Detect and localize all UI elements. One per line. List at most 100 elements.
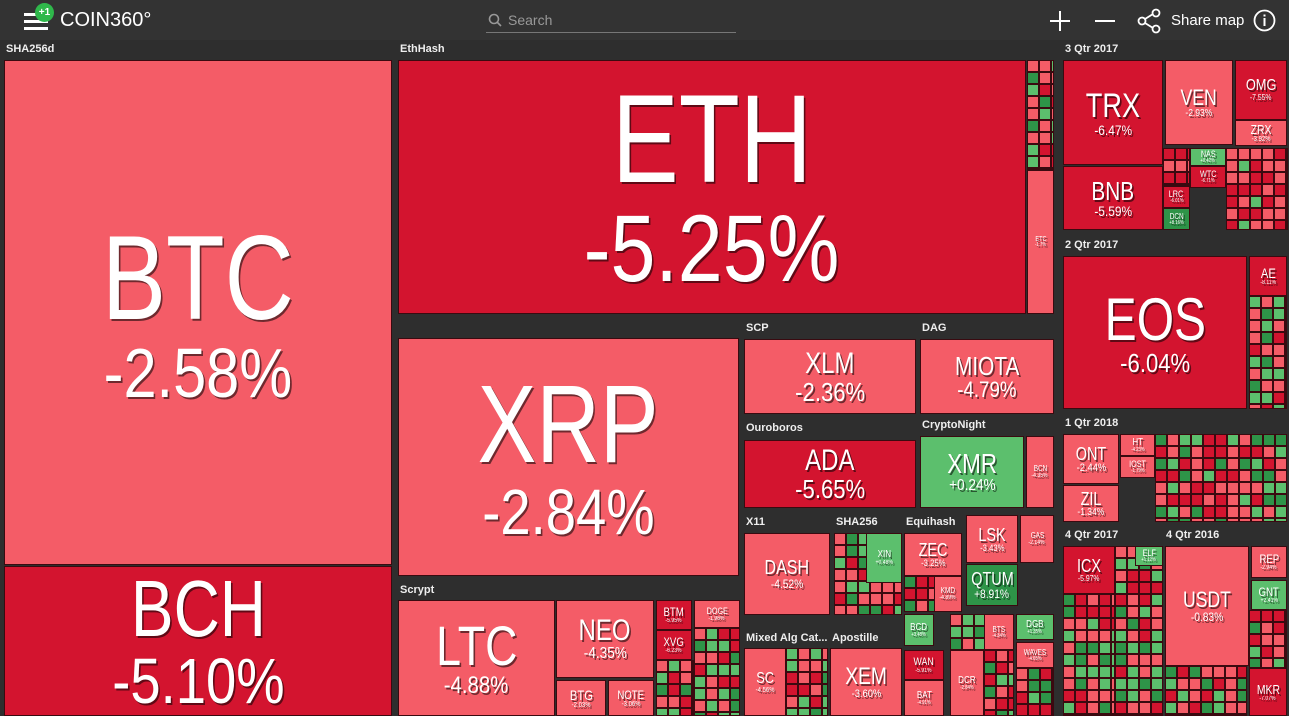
minor-tile [1263,482,1275,494]
coin-symbol: ICX [1076,556,1101,576]
minor-tile [786,684,798,696]
coin-tile[interactable]: XMR +0.24% [920,436,1024,508]
coin-tile[interactable]: BTS -4.34% [984,614,1014,650]
coin-tile[interactable]: ICX -5.97% [1063,546,1115,594]
coin-tile[interactable]: XLM -2.36% [744,339,916,414]
coin-tile[interactable]: ONT -2.44% [1063,434,1119,484]
coin-symbol: WTC [1199,169,1217,179]
minor-tile [1249,380,1261,392]
coin-tile[interactable]: GNT +2.41% [1251,580,1287,610]
minor-tile [1263,470,1275,482]
minor-tile [1227,506,1239,518]
coin-tile[interactable]: LRC -6.01% [1163,186,1190,208]
coin-tile[interactable]: DOGE -1.96% [694,600,740,628]
minor-tile [798,684,810,696]
coin-tile[interactable]: NAS +0.42% [1190,148,1226,166]
coin-tile[interactable]: BNB -5.59% [1063,166,1163,230]
coin-tile[interactable]: TRX -6.47% [1063,60,1163,165]
minor-tile [1250,184,1262,196]
coin-tile[interactable]: VEN -2.93% [1165,60,1233,145]
coin-change: -1.96% [708,615,726,622]
coin-tile[interactable]: WAN -5.91% [904,650,944,680]
group-label: Scrypt [400,584,435,596]
coin-tile[interactable]: AE -8.11% [1249,256,1287,296]
minor-tile [1163,172,1175,184]
coin-tile[interactable]: WAVES -4.65% [1016,642,1054,668]
logo[interactable]: COIN360° [60,9,152,31]
coin-tile[interactable]: NOTE -3.06% [608,680,654,716]
coin-tile[interactable]: DCN +8.16% [1163,208,1190,230]
search-box[interactable]: Search [486,8,736,33]
coin-tile[interactable]: HT -4.23% [1120,434,1155,456]
minor-tile [706,640,718,652]
minor-tile [1179,434,1191,446]
share-map[interactable]: Share map [1171,12,1245,29]
coin-tile[interactable]: ETH -5.25% [398,60,1026,314]
coin-tile[interactable]: XRP -2.84% [398,338,739,576]
coin-tile[interactable]: DCR -2.84% [950,650,984,716]
coin-tile[interactable]: ADA -5.65% [744,440,916,508]
share-icon[interactable] [1136,8,1162,34]
coin-tile[interactable]: BAT -4.91% [904,680,944,716]
zoom-out[interactable] [1093,9,1117,33]
minor-tile [1052,680,1054,692]
info-icon[interactable] [1253,9,1276,32]
coin-tile[interactable]: KMD -4.89% [934,576,962,612]
coin-tile[interactable]: BTC -2.58% [4,60,392,565]
coin-tile[interactable]: ZIL -1.34% [1063,485,1119,522]
minor-tile [1285,392,1287,404]
minor-tile [984,674,996,686]
minor-tile [730,652,740,664]
coin-tile[interactable]: USDT -0.83% [1165,546,1249,666]
minor-tile [706,652,718,664]
minor-tile [1052,704,1054,716]
coin-tile[interactable]: BCD +3.48% [904,614,934,646]
minor-tile [656,660,668,672]
coin-tile[interactable]: SC -4.56% [744,648,786,716]
coin-change: -7.07% [1259,695,1277,702]
coin-symbol: XIN [877,549,891,560]
coin-tile[interactable]: ZEC -3.25% [904,533,962,576]
coin-tile[interactable]: IOST -1.79% [1120,456,1155,478]
coin-tile[interactable]: MKR -7.07% [1249,668,1287,716]
minor-tile [1127,654,1139,666]
minor-tile [1249,658,1261,668]
minor-tile [1177,690,1189,702]
coin-tile[interactable]: WTC -6.71% [1190,166,1226,188]
coin-tile[interactable]: MIOTA -4.79% [920,339,1054,414]
zoom-in[interactable] [1048,9,1072,33]
coin-tile[interactable]: DASH -4.52% [744,533,830,615]
coin-symbol: BTC [102,210,294,345]
coin-tile[interactable]: XEM -3.60% [830,648,902,716]
minor-tile [1201,666,1213,678]
coin-tile[interactable]: BTM -5.95% [656,600,692,630]
minor-tile [1175,172,1187,184]
minor-tile [1127,606,1139,618]
coin-tile[interactable]: LSK -3.43% [966,515,1018,563]
coin-tile[interactable]: BCH -5.10% [4,566,392,716]
coin-tile[interactable]: ZRX -3.92% [1235,120,1287,146]
coin-symbol: BCH [130,566,266,653]
coin-tile[interactable]: OMG -7.55% [1235,60,1287,120]
coin-change: -0.83% [1190,610,1224,624]
coin-tile[interactable]: EOS -6.04% [1063,256,1247,409]
coin-tile[interactable]: GAS -2.14% [1020,515,1054,563]
minor-tile [1075,618,1087,630]
minor-tile [1262,148,1274,160]
coin-tile[interactable]: XIN +0.48% [866,533,902,583]
coin-tile[interactable]: BTG -2.03% [556,680,606,716]
coin-tile[interactable]: NEO -4.35% [556,600,654,678]
minor-tile [1250,160,1262,172]
minor-tile [1273,622,1285,634]
coin-tile[interactable]: ETC -1.7% [1027,170,1054,314]
coin-tile[interactable]: ELF +1.12% [1135,546,1163,566]
minor-tile [668,684,680,696]
coin-tile[interactable]: BCN -4.35% [1026,436,1054,508]
coin-tile[interactable]: XVG -6.23% [656,630,692,660]
minor-tile [718,628,730,640]
coin-tile[interactable]: QTUM +8.91% [966,564,1018,606]
coin-tile[interactable]: DGB +1.35% [1016,614,1054,640]
coin-tile[interactable]: REP -2.94% [1251,546,1287,578]
coin-tile[interactable]: LTC -4.88% [398,600,555,716]
coin-symbol: NEO [578,614,631,647]
